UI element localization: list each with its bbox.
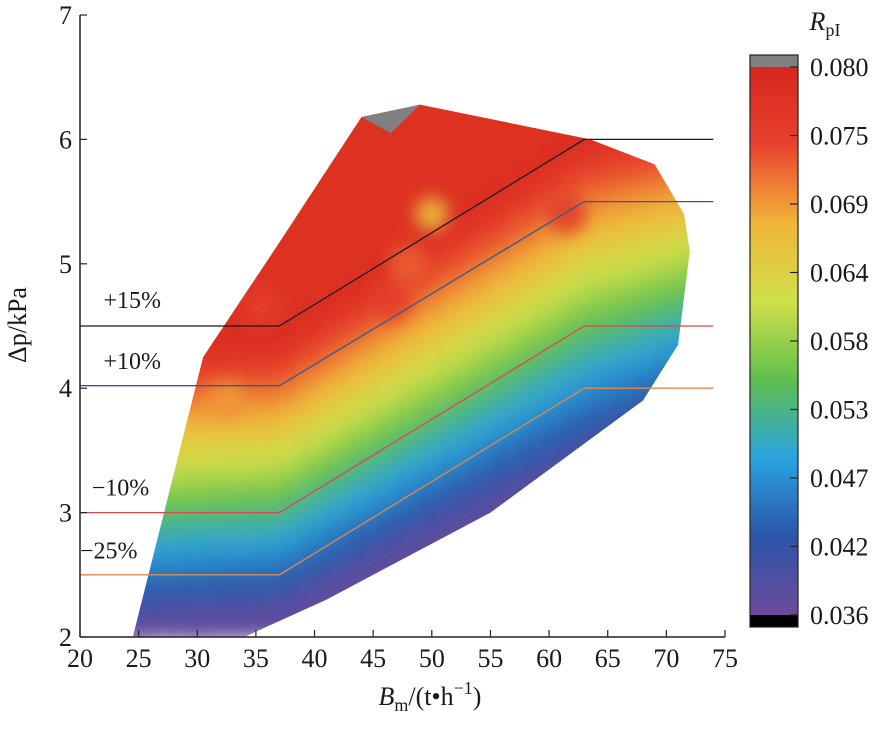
colorbar-over-swatch — [750, 55, 798, 67]
y-tick-label: 2 — [59, 623, 72, 652]
y-tick-label: 6 — [59, 125, 72, 154]
x-tick-label: 20 — [67, 644, 93, 673]
series-line — [80, 325, 714, 514]
x-tick-label: 65 — [595, 644, 621, 673]
colorbar: 0.080 0.075 0.069 0.064 0.058 0.053 0.047 0.042… — [749, 53, 869, 630]
x-axis-title: Bm/(t•h−1) — [379, 678, 482, 715]
y-axis-title: Δp/kPa — [3, 287, 32, 363]
x-tick-label: 50 — [419, 644, 445, 673]
colorbar-tick-label: 0.080 — [810, 53, 869, 82]
y-tick-label: 5 — [59, 250, 72, 279]
x-tick-label: 35 — [243, 644, 269, 673]
series-line — [80, 387, 714, 576]
colorbar-tick-label: 0.064 — [810, 259, 869, 288]
series-line — [80, 138, 714, 327]
curve-label: −10% — [92, 476, 150, 502]
x-tick-label: 25 — [126, 644, 152, 673]
colorbar-under-swatch — [750, 615, 798, 627]
y-tick-label: 4 — [59, 374, 72, 403]
curve-labels: +15% +10% −10% −25% — [80, 288, 161, 564]
y-tick-label: 3 — [59, 499, 72, 528]
curve-label: −25% — [80, 538, 138, 564]
series-line — [80, 200, 714, 387]
reference-curves — [80, 138, 714, 576]
x-tick-label: 45 — [360, 644, 386, 673]
colorbar-tick-label: 0.047 — [810, 464, 869, 493]
heatmap-field — [132, 104, 690, 638]
x-tick-label: 70 — [653, 644, 679, 673]
curve-label: +15% — [103, 288, 161, 314]
colorbar-tick-label: 0.058 — [810, 327, 869, 356]
curve-label: +10% — [103, 349, 161, 375]
y-tick-label: 7 — [59, 1, 72, 30]
x-tick-label: 40 — [302, 644, 328, 673]
colorbar-tick-label: 0.036 — [810, 601, 869, 630]
colorbar-tick-label: 0.075 — [810, 122, 869, 151]
x-tick-label: 75 — [712, 644, 738, 673]
colorbar-tick-label: 0.069 — [810, 190, 869, 219]
above-range-patch — [361, 104, 421, 134]
colorbar-tick-label: 0.042 — [810, 533, 869, 562]
x-tick-label: 30 — [184, 644, 210, 673]
x-tick-label: 60 — [536, 644, 562, 673]
x-tick-label: 55 — [477, 644, 503, 673]
colorbar-title: RpI — [809, 7, 841, 40]
colorbar-tick-label: 0.053 — [810, 396, 869, 425]
